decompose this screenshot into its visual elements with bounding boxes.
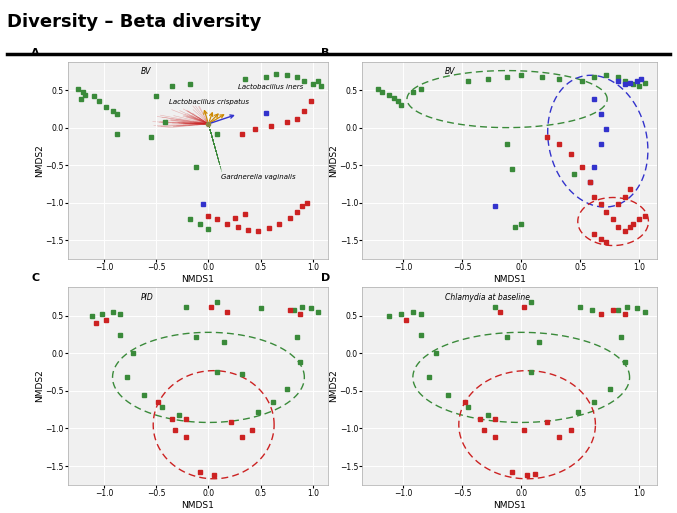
X-axis label: NMDS1: NMDS1 <box>181 275 215 284</box>
Y-axis label: NMDS2: NMDS2 <box>35 370 43 402</box>
Text: Lactobacillus iners: Lactobacillus iners <box>238 84 303 90</box>
X-axis label: NMDS1: NMDS1 <box>493 501 526 510</box>
Text: D: D <box>321 273 330 283</box>
Text: Gardnerella vaginalis: Gardnerella vaginalis <box>221 174 296 180</box>
Text: Chlamydia at baseline: Chlamydia at baseline <box>445 293 529 302</box>
Text: Lactobacillus crispatus: Lactobacillus crispatus <box>169 98 249 105</box>
Y-axis label: NMDS2: NMDS2 <box>329 144 338 176</box>
Text: B: B <box>321 48 329 57</box>
Text: C: C <box>31 273 39 283</box>
Y-axis label: NMDS2: NMDS2 <box>329 370 338 402</box>
Y-axis label: NMDS2: NMDS2 <box>35 144 43 176</box>
Text: Diversity – Beta diversity: Diversity – Beta diversity <box>7 13 261 31</box>
X-axis label: NMDS1: NMDS1 <box>181 501 215 510</box>
Text: BV: BV <box>445 68 455 76</box>
X-axis label: NMDS1: NMDS1 <box>493 275 526 284</box>
Text: PID: PID <box>141 293 154 302</box>
Text: A: A <box>31 48 40 57</box>
Text: BV: BV <box>141 68 151 76</box>
